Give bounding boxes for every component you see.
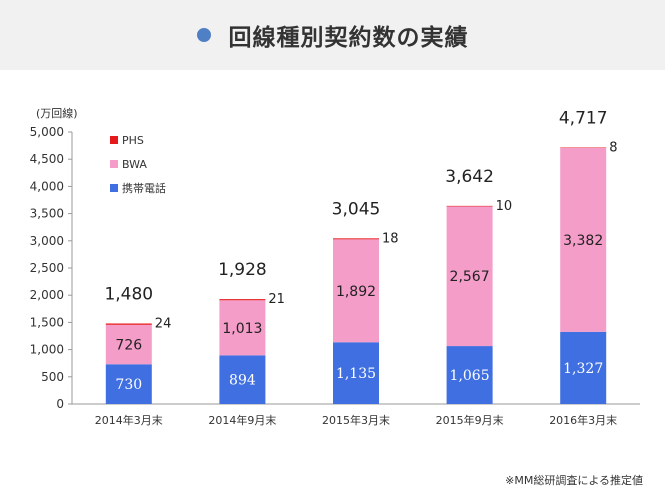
y-axis-label: (万回線) [36, 106, 78, 120]
y-tick-label: 2,000 [30, 288, 64, 302]
header-band [0, 0, 665, 70]
title-bullet-icon [196, 28, 211, 42]
total-label: 1,928 [218, 260, 267, 280]
total-label: 1,480 [104, 284, 153, 304]
bar-segment-bwa [219, 300, 266, 356]
footnote: ※MM総研調査による推定値 [505, 474, 643, 487]
data-label-phs: 10 [496, 199, 513, 214]
data-label-phs: 8 [609, 140, 617, 155]
bar-segment-mobile [333, 342, 379, 404]
x-tick-label: 2015年9月末 [436, 413, 504, 427]
y-tick-label: 500 [41, 370, 64, 384]
data-label-bwa: 726 [115, 338, 142, 354]
title-area: 回線種別契約数の実績 [0, 0, 665, 70]
data-label-bwa: 1,892 [336, 284, 376, 300]
legend-swatch [110, 184, 118, 192]
legend-label: BWA [122, 158, 147, 171]
data-label-mobile: 894 [229, 373, 256, 389]
data-label-bwa: 3,382 [563, 233, 603, 249]
bar-segment-bwa [105, 324, 152, 365]
data-label-mobile: 730 [115, 377, 142, 393]
bar-segment-bwa [560, 147, 607, 332]
data-label-mobile: 1,327 [563, 361, 603, 377]
page-title: 回線種別契約数の実績 [228, 25, 469, 51]
bar-segment-bwa [333, 239, 379, 343]
y-tick-label: 1,500 [30, 315, 64, 329]
data-label-mobile: 1,135 [336, 366, 376, 382]
x-tick-label: 2016年3月末 [549, 413, 617, 427]
y-tick-label: 1,000 [30, 343, 64, 357]
bar-segment-mobile [560, 331, 607, 404]
bar-segment-bwa [446, 206, 493, 347]
y-tick-label: 4,500 [30, 152, 64, 166]
data-label-phs: 24 [155, 316, 172, 331]
bar-segment-mobile [105, 364, 152, 404]
total-label: 4,717 [559, 108, 608, 128]
y-tick-label: 3,500 [30, 207, 64, 221]
total-label: 3,045 [332, 199, 381, 219]
bar-segment-phs [219, 299, 266, 301]
x-tick-label: 2014年9月末 [208, 413, 276, 427]
bar-segment-mobile [219, 355, 266, 404]
x-tick-label: 2015年3月末 [322, 413, 390, 427]
y-tick-label: 2,500 [30, 261, 64, 275]
total-label: 3,642 [445, 167, 494, 187]
legend-swatch [110, 136, 118, 144]
y-tick-label: 5,000 [30, 125, 64, 139]
data-label-bwa: 2,567 [450, 269, 490, 285]
legend-label: 携帯電話 [122, 181, 166, 195]
legend-swatch [110, 160, 118, 168]
bar-segment-mobile [446, 346, 493, 404]
bar-segment-phs [105, 323, 152, 325]
data-label-mobile: 1,065 [450, 368, 490, 384]
x-tick-label: 2014年3月末 [95, 413, 163, 427]
data-label-phs: 18 [382, 231, 399, 246]
bar-segment-phs [333, 238, 379, 240]
y-tick-label: 4,000 [30, 179, 64, 193]
data-label-phs: 21 [268, 292, 285, 307]
y-tick-label: 3,000 [30, 234, 64, 248]
data-label-bwa: 1,013 [222, 321, 262, 337]
y-tick-label: 0 [56, 397, 64, 411]
bar-segment-phs [446, 205, 493, 207]
legend-label: PHS [122, 134, 144, 147]
